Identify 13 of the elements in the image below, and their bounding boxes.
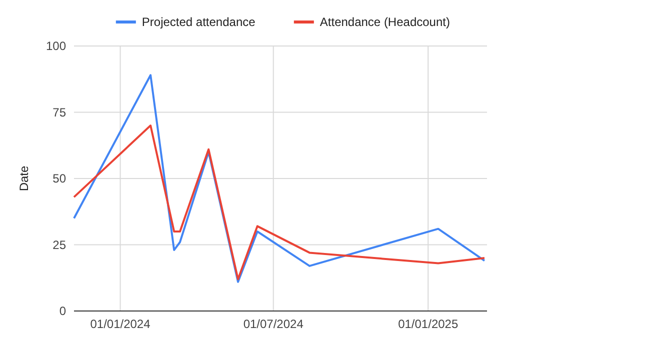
y-tick-label: 75 xyxy=(52,105,66,120)
y-tick-label: 100 xyxy=(46,39,66,54)
legend-label: Projected attendance xyxy=(142,15,256,30)
y-axis-title: Date xyxy=(17,166,31,192)
legend-label: Attendance (Headcount) xyxy=(320,15,450,30)
line-series xyxy=(73,124,486,280)
y-tick-label: 25 xyxy=(52,238,66,252)
y-tick-label: 0 xyxy=(59,304,66,318)
x-tick-label: 01/01/2024 xyxy=(90,317,151,331)
x-tick-label: 01/01/2025 xyxy=(398,317,458,331)
line-series xyxy=(73,74,486,283)
x-tick-label: 01/07/2024 xyxy=(243,317,304,331)
y-tick-label: 50 xyxy=(52,172,66,186)
